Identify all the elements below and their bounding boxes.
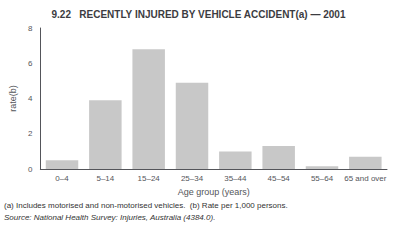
svg-text:8: 8: [28, 24, 33, 33]
svg-text:6: 6: [28, 59, 33, 68]
svg-text:9.22 RECENTLY INJURED BY VEH: 9.22 RECENTLY INJURED BY VEHICLE ACCIDEN…: [52, 9, 346, 20]
svg-text:rate(b): rate(b): [8, 85, 18, 112]
svg-text:35–44: 35–44: [224, 174, 247, 183]
svg-text:15–24: 15–24: [138, 174, 161, 183]
svg-text:5–14: 5–14: [96, 174, 114, 183]
svg-text:(a) Includes motorised and non: (a) Includes motorised and non-motorised…: [4, 201, 288, 210]
svg-text:65 and over: 65 and over: [344, 174, 387, 183]
svg-text:4: 4: [28, 94, 33, 103]
svg-text:Age group (years): Age group (years): [178, 187, 250, 197]
svg-text:2: 2: [28, 129, 33, 138]
svg-text:Source: National Health Survey: Source: National Health Survey: Injuries…: [4, 213, 215, 222]
svg-text:0–4: 0–4: [55, 174, 69, 183]
svg-text:55–64: 55–64: [311, 174, 334, 183]
svg-text:25–34: 25–34: [181, 174, 204, 183]
svg-text:45–54: 45–54: [268, 174, 291, 183]
svg-text:0: 0: [28, 165, 33, 174]
